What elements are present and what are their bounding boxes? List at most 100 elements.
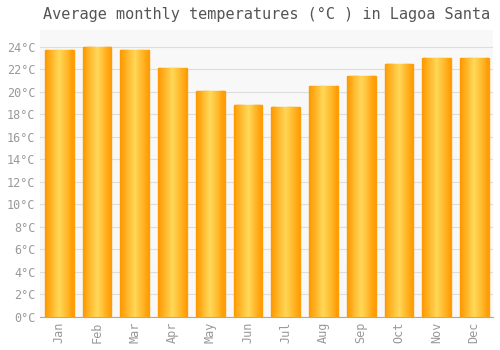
Bar <box>243 105 244 317</box>
Bar <box>260 105 262 317</box>
Bar <box>404 64 406 317</box>
Bar <box>309 86 310 317</box>
Bar <box>182 68 183 317</box>
Bar <box>68 50 70 317</box>
Bar <box>366 76 368 317</box>
Bar <box>359 76 360 317</box>
Bar <box>431 58 432 317</box>
Bar <box>480 58 481 317</box>
Bar <box>475 58 476 317</box>
Bar <box>370 76 372 317</box>
Bar <box>198 91 199 317</box>
Bar <box>486 58 487 317</box>
Bar <box>236 105 237 317</box>
Bar <box>168 68 169 317</box>
Bar <box>282 106 284 317</box>
Bar <box>95 47 96 317</box>
Bar <box>91 47 92 317</box>
Bar <box>325 86 326 317</box>
Bar <box>72 50 74 317</box>
Bar <box>347 76 348 317</box>
Bar <box>425 58 426 317</box>
Bar <box>52 50 54 317</box>
Bar <box>256 105 258 317</box>
Bar <box>47 50 48 317</box>
Bar <box>465 58 466 317</box>
Bar <box>213 91 214 317</box>
Bar <box>174 68 176 317</box>
Bar <box>292 106 294 317</box>
Bar <box>97 47 98 317</box>
Bar <box>388 64 390 317</box>
Bar <box>482 58 483 317</box>
Bar <box>176 68 178 317</box>
Bar <box>61 50 62 317</box>
Bar <box>402 64 403 317</box>
Bar <box>393 64 394 317</box>
Bar <box>49 50 50 317</box>
Bar <box>272 106 274 317</box>
Bar <box>311 86 312 317</box>
Bar <box>390 64 392 317</box>
Bar <box>249 105 250 317</box>
Bar <box>136 50 137 317</box>
Bar <box>474 58 476 317</box>
Bar <box>277 106 278 317</box>
Bar <box>60 50 62 317</box>
Bar <box>170 68 171 317</box>
Bar <box>374 76 376 317</box>
Bar <box>366 76 367 317</box>
Bar <box>132 50 134 317</box>
Bar <box>196 91 198 317</box>
Bar <box>138 50 139 317</box>
Bar <box>98 47 99 317</box>
Bar <box>109 47 110 317</box>
Bar <box>280 106 281 317</box>
Bar <box>441 58 442 317</box>
Bar <box>326 86 328 317</box>
Bar <box>484 58 486 317</box>
Bar <box>286 106 288 317</box>
Bar <box>184 68 186 317</box>
Bar <box>204 91 206 317</box>
Bar <box>348 76 349 317</box>
Bar <box>442 58 444 317</box>
Bar <box>165 68 166 317</box>
Bar <box>204 91 205 317</box>
Bar <box>279 106 280 317</box>
Bar <box>212 91 214 317</box>
Bar <box>360 76 362 317</box>
Bar <box>252 105 254 317</box>
Bar <box>88 47 89 317</box>
Bar <box>93 47 94 317</box>
Bar <box>327 86 328 317</box>
Bar <box>295 106 296 317</box>
Bar <box>392 64 394 317</box>
Bar <box>331 86 332 317</box>
Bar <box>208 91 210 317</box>
Bar <box>126 50 128 317</box>
Bar <box>464 58 465 317</box>
Bar <box>200 91 202 317</box>
Bar <box>284 106 286 317</box>
Bar <box>138 50 140 317</box>
Bar <box>450 58 451 317</box>
Bar <box>282 106 283 317</box>
Bar <box>334 86 335 317</box>
Bar <box>166 68 167 317</box>
Bar <box>50 50 52 317</box>
Bar <box>146 50 148 317</box>
Bar <box>354 76 355 317</box>
Bar <box>400 64 402 317</box>
Bar <box>163 68 164 317</box>
Bar <box>412 64 414 317</box>
Bar <box>100 47 102 317</box>
Bar <box>240 105 242 317</box>
Bar <box>365 76 366 317</box>
Bar <box>54 50 55 317</box>
Bar <box>470 58 472 317</box>
Bar <box>215 91 216 317</box>
Bar <box>477 58 478 317</box>
Bar <box>314 86 315 317</box>
Bar <box>363 76 364 317</box>
